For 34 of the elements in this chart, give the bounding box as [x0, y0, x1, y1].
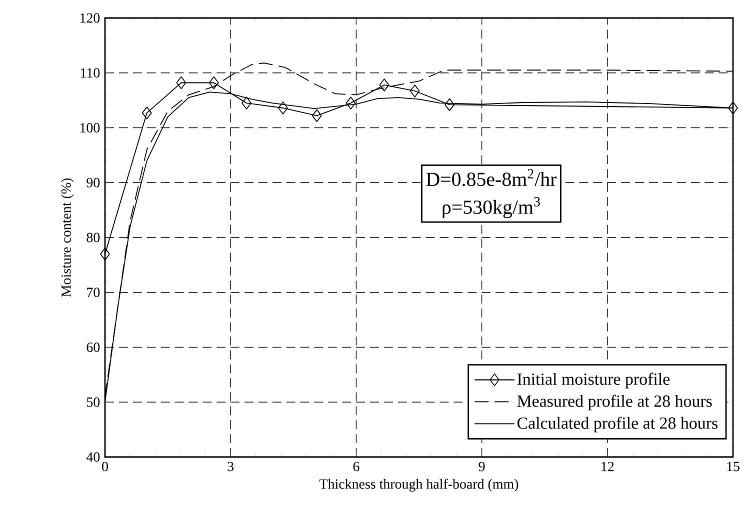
point	[176, 76, 186, 90]
x-axis-title: Thickness through half-board (mm)	[320, 478, 518, 492]
legend-label: Calculated profile at 28 hours	[517, 416, 718, 432]
point	[278, 102, 288, 114]
annotation: D=0.85e-8m$^{2}$/hr	[426, 169, 557, 186]
y-tick-label: 80	[86, 232, 100, 242]
point	[312, 109, 322, 122]
y-tick-label: 120	[80, 13, 100, 23]
legend-label: Initial moisture profile	[517, 372, 670, 388]
x-tick-label: 9	[478, 462, 485, 472]
y-tick-label: 90	[86, 178, 100, 188]
point	[346, 96, 356, 110]
y-tick-label: 110	[80, 68, 100, 78]
point	[444, 98, 454, 112]
annotation: ρ=530kg/m$^{3}$	[442, 197, 540, 218]
point	[379, 78, 390, 92]
point	[410, 84, 420, 98]
y-tick-label: 100	[80, 123, 100, 132]
y-axis-title: Moisture content (%)	[61, 178, 74, 297]
x-tick-label: 6	[353, 462, 360, 472]
y-tick-label: 60	[86, 342, 100, 352]
x-tick-label: 12	[602, 462, 614, 472]
x-tick-label: 0	[102, 462, 108, 472]
point	[208, 76, 219, 90]
x-tick-label: 3	[228, 462, 234, 472]
point	[728, 102, 738, 114]
x-tick-label: 15	[727, 462, 740, 472]
legend-label: Measured profile at 28 hours	[517, 394, 712, 410]
point	[142, 106, 152, 120]
y-tick-label: 50	[87, 397, 100, 407]
y-tick-label: 70	[87, 288, 100, 298]
y-tick-label: 40	[86, 452, 100, 462]
point	[100, 248, 110, 260]
point	[242, 96, 252, 110]
